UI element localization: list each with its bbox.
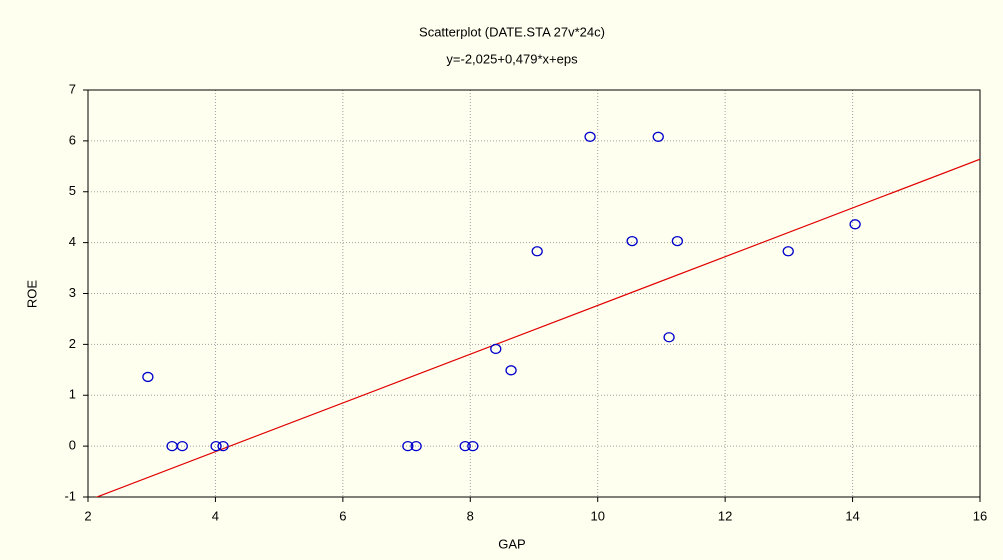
point (663, 332, 675, 343)
point (782, 246, 794, 257)
point (671, 235, 684, 247)
point (142, 371, 154, 383)
y-axis-label: ROE (24, 280, 39, 309)
plot-area (88, 90, 980, 497)
y-tick-label: 0 (69, 438, 76, 453)
x-tick-label: 14 (845, 508, 859, 523)
point (176, 440, 188, 452)
x-tick-label: 8 (467, 508, 474, 523)
y-tick-label: -1 (64, 488, 76, 503)
point (467, 440, 479, 452)
point (652, 131, 664, 142)
fit-line (95, 158, 980, 497)
y-tick-label: 5 (69, 183, 76, 198)
point (459, 440, 471, 452)
y-tick-label: 6 (69, 132, 76, 147)
point (626, 235, 638, 247)
point (584, 131, 596, 142)
point (410, 440, 422, 452)
x-axis-label: GAP (498, 536, 525, 551)
chart-title: Scatterplot (DATE.STA 27v*24c) (419, 24, 605, 39)
y-tick-label: 3 (69, 285, 76, 300)
x-tick-label: 6 (339, 508, 346, 523)
point (402, 440, 414, 452)
x-tick-label: 4 (212, 508, 219, 523)
x-tick-label: 16 (973, 508, 987, 523)
x-tick-label: 12 (718, 508, 732, 523)
x-tick-label: 2 (84, 508, 91, 523)
point (490, 343, 502, 355)
x-tick-label: 10 (590, 508, 604, 523)
y-tick-label: 7 (69, 81, 76, 96)
point (531, 246, 543, 257)
point (217, 440, 229, 452)
point (849, 219, 861, 230)
y-tick-label: 1 (69, 387, 76, 402)
y-tick-label: 4 (69, 234, 76, 249)
chart-subtitle: y=-2,025+0,479*x+eps (446, 51, 578, 66)
plot-frame (87, 89, 981, 498)
y-tick-label: 2 (69, 336, 76, 351)
point (210, 440, 222, 452)
point (505, 365, 517, 376)
